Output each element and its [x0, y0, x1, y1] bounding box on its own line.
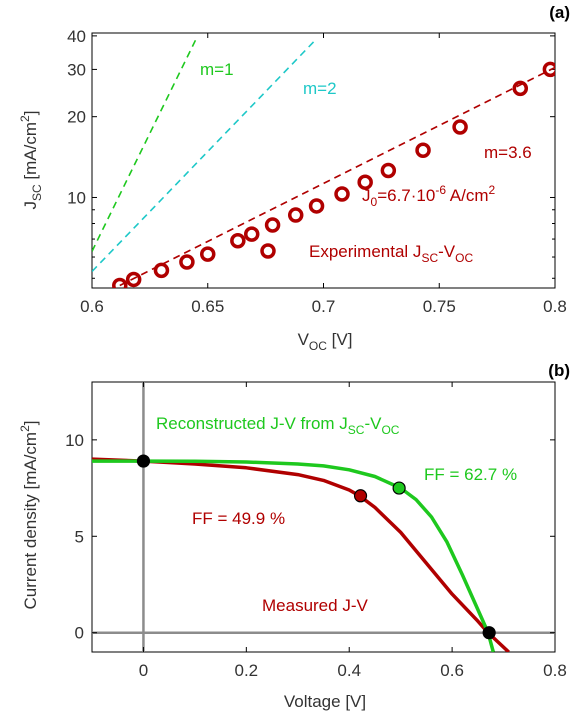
panel-b-tag: (b) [548, 361, 570, 380]
curve-measured [92, 457, 510, 652]
label-ff-green: FF = 62.7 % [424, 465, 517, 484]
label-j0: J0=6.7·10-6 A/cm2 [362, 183, 496, 209]
legend-experimental-main: Experimental J [309, 242, 421, 261]
panel-b-xtick-label: 0 [139, 661, 148, 680]
label-j0-sub: 0 [371, 195, 378, 209]
panel-a-xlabel: VOC [V] [298, 330, 353, 353]
panel-b-xtick-label: 0.6 [440, 661, 464, 680]
panel-a-xtick-label: 0.75 [423, 297, 456, 316]
panel-a-xlabel-main: V [298, 330, 310, 349]
panel-a-xtick-label: 0.7 [312, 297, 336, 316]
experimental-point [357, 174, 373, 190]
experimental-point [200, 246, 216, 262]
panel-a-ytick-label: 20 [67, 108, 86, 127]
panel-b-xlabel: Voltage [V] [284, 692, 366, 711]
panel-b-ylabel-main: Current density [mA/cm [21, 432, 40, 610]
experimental-point [380, 162, 397, 179]
panel-b-xtick-label: 0.8 [543, 661, 567, 680]
jv-key-point-marker [392, 481, 406, 495]
experimental-point [230, 232, 246, 249]
legend-experimental: Experimental JSC-VOC [309, 242, 473, 265]
label-reconstructed-mid: -V [364, 414, 382, 433]
legend-experimental-sub1: SC [421, 251, 438, 265]
panel-b-data [92, 457, 510, 652]
panel-a-ylabel-sup: 2 [18, 115, 32, 122]
label-measured: Measured J-V [262, 596, 368, 615]
label-j0-main: J [362, 186, 371, 205]
experimental-point [287, 207, 304, 223]
label-reconstructed: Reconstructed J-V from JSC-VOC [156, 414, 400, 437]
panel-a-ylabel: JSC [mA/cm2] [18, 111, 44, 210]
label-j0-unit: A/cm [446, 186, 489, 205]
panel-a-xticks: 0.6 0.65 0.7 0.75 0.8 [80, 33, 567, 316]
panel-b-yticks: 0 5 10 [65, 431, 555, 643]
panel-b-markers [136, 454, 496, 640]
legend-marker-experimental [260, 243, 276, 259]
panel-a-ylabel-unit: [mA/cm [21, 122, 40, 184]
legend-experimental-sub2: OC [455, 251, 473, 265]
panel-a-ytick-label: 40 [67, 27, 86, 46]
fit-line-m-3-6 [119, 66, 555, 287]
experimental-point [452, 119, 468, 135]
panel-b-ylabel-close: ] [21, 420, 40, 425]
panel-a-ylabel-close: ] [21, 111, 40, 116]
fit-line-m-1 [92, 38, 197, 252]
jv-key-point-marker [136, 454, 151, 468]
experimental-point [308, 198, 325, 214]
experimental-point [542, 61, 555, 78]
panel-b-ytick-label: 0 [75, 624, 84, 643]
experimental-point [334, 186, 350, 202]
label-m2: m=2 [303, 79, 337, 98]
label-ff-red: FF = 49.9 % [192, 509, 285, 528]
experimental-point [153, 262, 170, 279]
experimental-point [512, 80, 529, 97]
experimental-point [179, 254, 195, 270]
jv-key-point-marker [482, 626, 496, 640]
panel-b-xtick-label: 0.2 [235, 661, 259, 680]
panel-a-xtick-label: 0.8 [543, 297, 567, 316]
panel-b: (b) 0 0.2 0.4 0.6 0.8 0 5 10 Voltage [V] Curre… [18, 361, 570, 711]
panel-b-ytick-label: 10 [65, 431, 84, 450]
panel-a-xlabel-unit: [V] [327, 330, 353, 349]
panel-b-plot-frame [91, 381, 556, 653]
jv-key-point-marker [353, 489, 368, 503]
panel-a-ylabel-main: J [21, 201, 40, 210]
label-j0-exp: -6 [435, 183, 446, 197]
label-m36: m=3.6 [484, 143, 532, 162]
experimental-point [112, 277, 128, 288]
panel-a-ylabel-sub: SC [30, 184, 44, 201]
curve-reconstructed [92, 459, 495, 652]
label-reconstructed-sub2: OC [381, 423, 399, 437]
label-m1: m=1 [200, 60, 234, 79]
label-j0-unit-sup: 2 [489, 183, 496, 197]
legend-experimental-mid: -V [438, 242, 456, 261]
label-reconstructed-main: Reconstructed J-V from J [156, 414, 348, 433]
label-j0-rest: =6.7·10 [377, 186, 435, 205]
panel-b-xticks: 0 0.2 0.4 0.6 0.8 [139, 382, 567, 680]
panel-b-ylabel: Current density [mA/cm2] [18, 420, 40, 609]
panel-b-xtick-label: 0.4 [337, 661, 361, 680]
panel-a-tag: (a) [549, 3, 570, 22]
panel-a-xtick-label: 0.6 [80, 297, 104, 316]
panel-a-ytick-label: 10 [67, 188, 86, 207]
panel-b-ytick-label: 5 [75, 527, 84, 546]
panel-b-ylabel-sup: 2 [18, 425, 32, 432]
panel-a-xlabel-sub: OC [309, 339, 327, 353]
fit-line-m-2 [92, 38, 318, 273]
experimental-point [264, 217, 281, 233]
panel-a-ytick-label: 30 [67, 60, 86, 79]
panel-a-xtick-label: 0.65 [191, 297, 224, 316]
experimental-point [243, 226, 260, 242]
experimental-point [415, 142, 431, 158]
panel-a-data [92, 38, 555, 288]
label-reconstructed-sub1: SC [348, 423, 365, 437]
panel-b-reference-lines [92, 382, 555, 652]
experimental-point [125, 271, 142, 288]
